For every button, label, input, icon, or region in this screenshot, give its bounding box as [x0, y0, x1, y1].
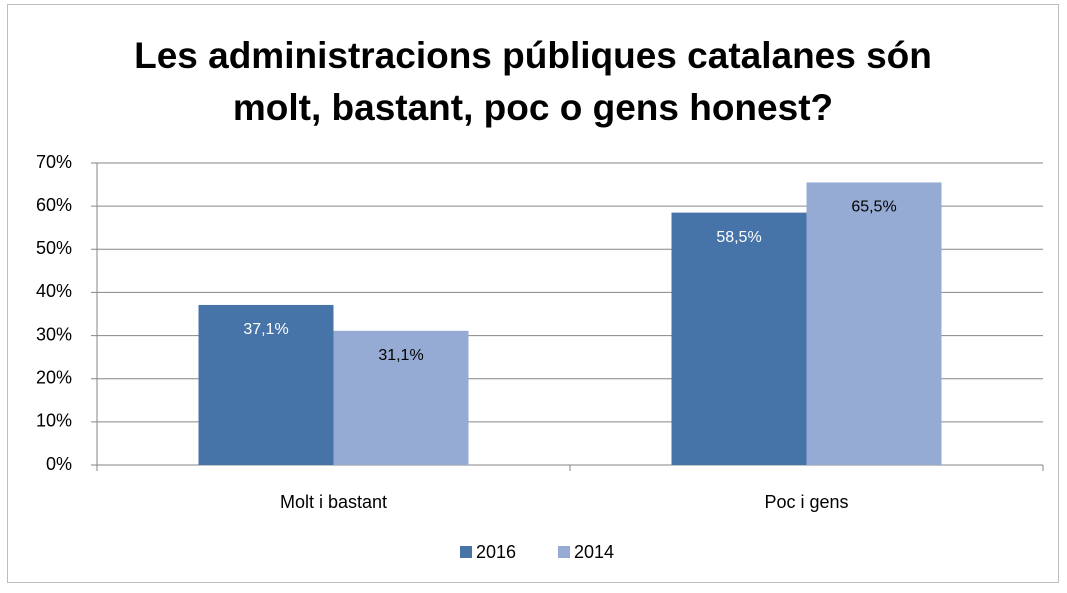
bar: [671, 212, 807, 465]
x-tick-label: Molt i bastant: [280, 492, 387, 512]
y-tick-label: 10%: [36, 411, 72, 431]
y-tick-label: 30%: [36, 324, 72, 344]
legend-swatch: [460, 546, 472, 558]
data-label: 31,1%: [378, 347, 423, 364]
data-label: 58,5%: [716, 229, 761, 246]
bar: [333, 330, 469, 465]
legend-label: 2016: [476, 542, 516, 562]
data-label: 65,5%: [851, 199, 896, 216]
legend-swatch: [558, 546, 570, 558]
y-tick-label: 50%: [36, 238, 72, 258]
y-tick-label: 40%: [36, 281, 72, 301]
chart-title: Les administracions públiques catalanes …: [134, 35, 932, 76]
y-tick-label: 60%: [36, 195, 72, 215]
y-tick-label: 0%: [46, 454, 72, 474]
y-tick-label: 20%: [36, 367, 72, 387]
data-label: 37,1%: [243, 321, 288, 338]
legend-label: 2014: [574, 542, 614, 562]
bar: [198, 304, 334, 465]
x-tick-label: Poc i gens: [764, 492, 848, 512]
bar: [806, 182, 942, 465]
chart-title: molt, bastant, poc o gens honest?: [233, 87, 833, 128]
y-tick-label: 70%: [36, 152, 72, 172]
